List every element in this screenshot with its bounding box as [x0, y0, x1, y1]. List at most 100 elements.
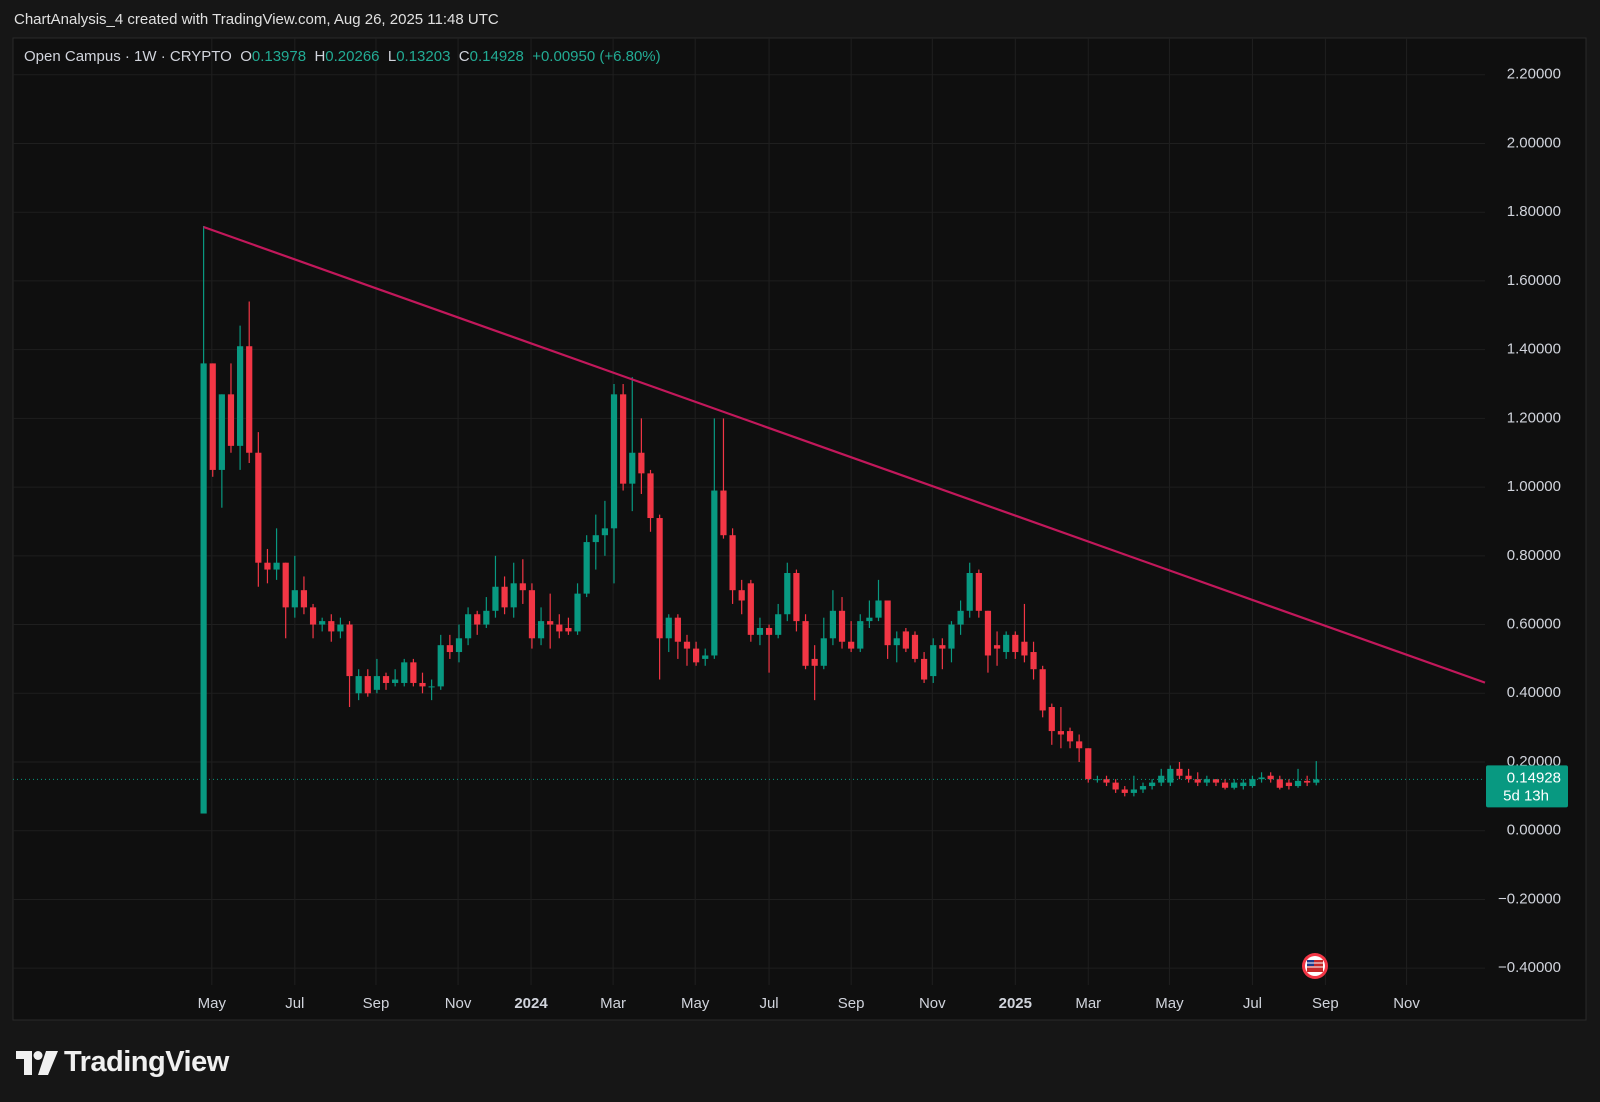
o-label: O — [240, 48, 252, 65]
candle-body — [939, 645, 946, 649]
candle-body — [683, 641, 691, 649]
candle-body — [729, 535, 736, 591]
candle-body — [848, 641, 855, 649]
o-value: 0.13978 — [251, 48, 307, 65]
event-flag — [1302, 953, 1328, 979]
candle-body — [455, 638, 463, 653]
candle-body — [1130, 789, 1137, 793]
candle-body — [1012, 634, 1019, 653]
candle-body — [802, 621, 809, 666]
candle-body — [464, 614, 472, 639]
candle-body — [665, 617, 672, 639]
y-tick-label: 0.00000 — [1507, 822, 1561, 839]
candle-body — [227, 394, 235, 446]
candle-body — [984, 610, 992, 656]
candle-body — [866, 617, 873, 622]
candle-body — [902, 631, 909, 649]
candle-body — [875, 600, 882, 618]
candle-body — [264, 562, 271, 570]
candle-body — [1249, 779, 1256, 787]
candle-body — [410, 662, 417, 683]
candle-body — [720, 490, 727, 536]
candle-body — [811, 658, 818, 666]
candle-body — [820, 638, 827, 666]
candle-body — [309, 607, 317, 625]
candle-body — [957, 610, 964, 625]
candle-body — [483, 610, 490, 625]
price-label-box — [1486, 765, 1568, 808]
candle-body — [1021, 641, 1028, 656]
y-tick-label: 1.40000 — [1507, 341, 1561, 358]
candle-body — [629, 452, 636, 484]
candle-body — [1030, 652, 1037, 670]
candle-body — [638, 452, 645, 474]
x-tick-label: 2025 — [999, 995, 1032, 1012]
candle-body — [1003, 634, 1010, 653]
x-tick-label: Jul — [285, 995, 304, 1012]
candle-body — [838, 610, 846, 642]
candle-body — [209, 363, 216, 470]
candle-body — [300, 590, 308, 608]
brand: TradingView — [64, 1046, 229, 1078]
x-tick-label: May — [198, 995, 227, 1012]
candle-body — [373, 676, 380, 690]
candle-body — [319, 621, 326, 625]
candle-body — [1231, 782, 1238, 788]
header: ChartAnalysis_4 created with TradingView… — [14, 11, 499, 28]
candle-body — [346, 624, 353, 677]
h-label: H — [314, 48, 326, 65]
candle-body — [1176, 768, 1183, 776]
candle-body — [711, 490, 718, 656]
candle-body — [565, 627, 572, 632]
candle-body — [337, 624, 344, 632]
candle-body — [948, 624, 955, 649]
candle-body — [911, 634, 919, 659]
candle-body — [364, 676, 371, 694]
x-tick-label: Jul — [1243, 995, 1262, 1012]
candle-body — [282, 562, 289, 608]
candle-body — [1085, 748, 1092, 780]
symbol: Open Campus · 1W · CRYPTO — [24, 48, 232, 65]
x-tick-label: Sep — [1312, 995, 1339, 1012]
candle-body — [1149, 782, 1156, 787]
candle-body — [328, 621, 335, 632]
x-tick-label: May — [681, 995, 710, 1012]
candle-body — [1240, 782, 1247, 787]
candle-body — [419, 682, 426, 687]
candle-body — [1048, 707, 1055, 732]
y-tick-label: 1.00000 — [1507, 478, 1561, 495]
c-value: 0.14928 — [469, 48, 524, 65]
candle-body — [775, 614, 782, 635]
change: +0.00950 (+6.80%) — [532, 48, 661, 65]
candle-body — [556, 624, 563, 632]
candle-body — [893, 638, 900, 646]
candle-body — [547, 621, 554, 625]
candle-body — [1267, 775, 1274, 780]
candle-body — [510, 583, 517, 608]
candle-body — [437, 645, 444, 687]
candle-body — [921, 658, 928, 680]
candle-body — [446, 645, 453, 653]
candle-body — [1285, 782, 1293, 787]
candle-body — [1212, 779, 1220, 783]
footer: TradingView — [16, 1046, 229, 1079]
candle-body — [693, 648, 700, 663]
candle-body — [601, 528, 609, 536]
candle-body — [236, 346, 244, 446]
y-tick-label: 1.80000 — [1507, 203, 1561, 220]
candle-body — [291, 590, 298, 608]
y-tick-label: 2.00000 — [1507, 134, 1561, 151]
candle-body — [401, 662, 408, 683]
y-tick-label: 1.60000 — [1507, 272, 1561, 289]
candle-body — [1313, 779, 1320, 783]
x-tick-label: Mar — [600, 995, 626, 1012]
x-tick-label: Sep — [363, 995, 390, 1012]
x-tick-label: Nov — [1393, 995, 1420, 1012]
candle-body — [592, 535, 599, 543]
y-tick-label: 0.40000 — [1507, 684, 1561, 701]
candle-body — [756, 627, 764, 635]
candle-body — [1221, 782, 1229, 788]
candle-body — [1167, 768, 1174, 783]
candle-body — [1294, 780, 1302, 787]
candle-body — [273, 562, 280, 570]
